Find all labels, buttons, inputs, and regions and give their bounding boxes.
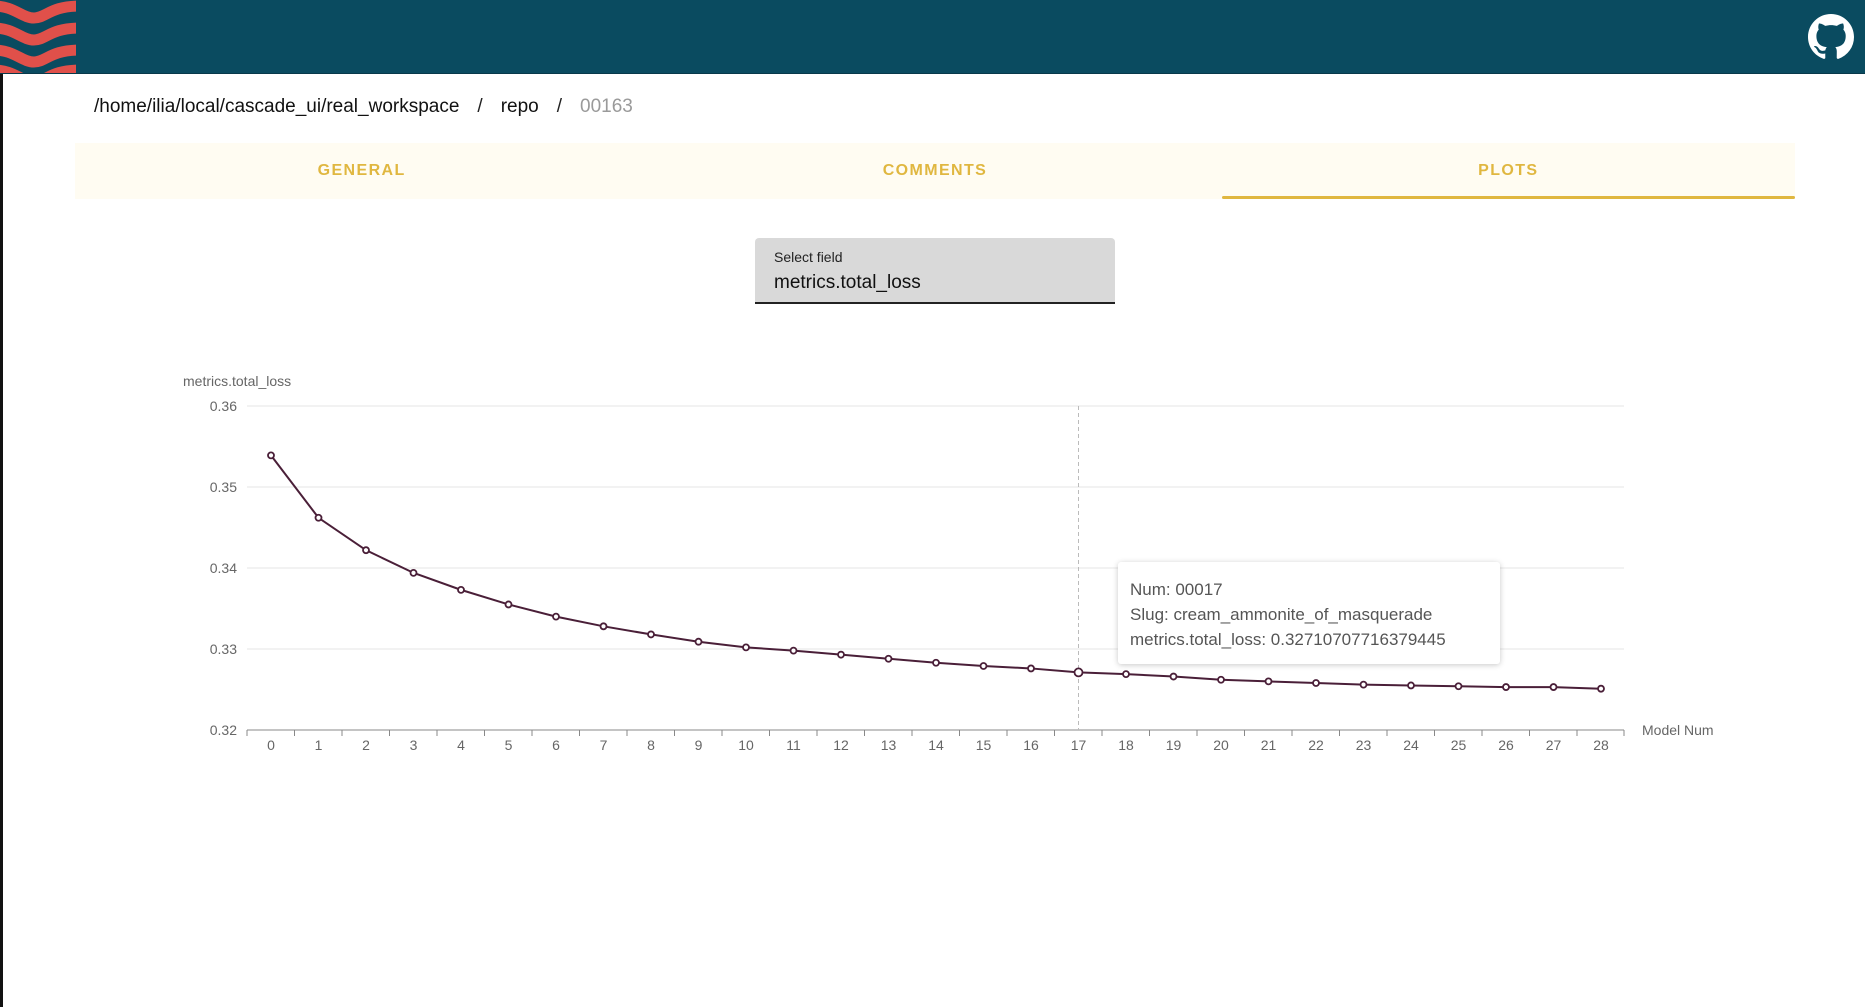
x-tick-label: 3 xyxy=(410,737,418,753)
data-point xyxy=(979,662,988,670)
data-point xyxy=(837,650,845,659)
data-point xyxy=(884,654,893,663)
data-point xyxy=(1407,681,1415,690)
x-tick-label: 0 xyxy=(267,737,275,753)
x-tick-label: 14 xyxy=(928,737,944,753)
x-tick-label: 18 xyxy=(1118,737,1134,753)
x-tick-label: 1 xyxy=(315,737,323,753)
x-tick-label: 13 xyxy=(881,737,897,753)
x-tick-label: 28 xyxy=(1593,737,1609,753)
x-tick-label: 25 xyxy=(1451,737,1467,753)
x-tick-label: 12 xyxy=(833,737,849,753)
data-point xyxy=(1122,670,1130,679)
x-tick-label: 4 xyxy=(457,737,465,753)
y-tick-label: 0.35 xyxy=(210,479,237,495)
tab-plots[interactable]: PLOTS xyxy=(1221,143,1796,199)
breadcrumb-separator: / xyxy=(556,96,563,117)
x-tick-label: 24 xyxy=(1403,737,1419,753)
x-tick-label: 23 xyxy=(1356,737,1372,753)
tab-general[interactable]: GENERAL xyxy=(317,162,406,179)
field-select-value: metrics.total_loss xyxy=(774,272,921,293)
data-point xyxy=(1073,667,1084,678)
data-point xyxy=(1502,683,1510,691)
breadcrumb-repo-link[interactable]: repo xyxy=(500,96,539,117)
x-tick-label: 17 xyxy=(1071,737,1087,753)
data-point xyxy=(457,585,465,594)
data-point xyxy=(742,643,750,652)
tab-bar: GENERAL COMMENTS PLOTS xyxy=(75,143,1796,199)
data-point xyxy=(789,646,798,655)
x-tick-label: 11 xyxy=(786,737,801,753)
y-tick-label: 0.33 xyxy=(210,641,237,657)
field-select[interactable]: Select field metrics.total_loss xyxy=(755,238,1115,304)
breadcrumb-current: 00163 xyxy=(580,96,633,117)
x-tick-label: 22 xyxy=(1308,737,1324,753)
x-tick-label: 26 xyxy=(1498,737,1514,753)
data-point xyxy=(1312,679,1320,687)
x-tick-label: 21 xyxy=(1261,737,1277,753)
data-point xyxy=(552,612,560,621)
x-tick-label: 7 xyxy=(600,737,608,753)
data-point xyxy=(267,451,275,460)
data-point xyxy=(694,637,703,646)
tooltip-num: Num: 00017 xyxy=(1130,580,1223,599)
breadcrumb: /home/ilia/local/cascade_ui/real_workspa… xyxy=(94,96,633,118)
data-point xyxy=(1169,672,1178,681)
breadcrumb-separator: / xyxy=(477,96,483,117)
x-tick-label: 15 xyxy=(976,737,992,753)
x-tick-label: 8 xyxy=(647,737,655,753)
x-tick-label: 2 xyxy=(362,737,370,753)
data-point xyxy=(409,568,418,577)
data-point xyxy=(1027,664,1035,673)
tab-comments[interactable]: COMMENTS xyxy=(882,162,988,179)
data-point xyxy=(1217,675,1225,684)
y-tick-label: 0.36 xyxy=(210,398,237,414)
x-tick-label: 10 xyxy=(738,737,754,753)
x-tick-label: 9 xyxy=(695,737,703,753)
data-point xyxy=(314,513,323,522)
data-point xyxy=(599,622,608,631)
breadcrumb-workspace-link[interactable]: /home/ilia/local/cascade_ui/real_workspa… xyxy=(94,96,460,117)
x-tick-label: 27 xyxy=(1546,737,1562,753)
data-point xyxy=(1264,677,1273,686)
x-tick-label: 19 xyxy=(1166,737,1182,753)
line-chart: 0.36 0.35 0.34 0.33 0.32 metrics.total_loss 0 1… xyxy=(183,373,1714,753)
field-select-label: Select field xyxy=(774,249,843,265)
tooltip-slug: Slug: cream_ammonite_of_masquerade xyxy=(1130,605,1433,624)
x-tick-label: 20 xyxy=(1213,737,1229,753)
data-point xyxy=(362,546,370,555)
top-app-bar xyxy=(0,0,1865,74)
data-point xyxy=(1359,680,1368,689)
github-icon[interactable] xyxy=(1808,14,1854,60)
x-tick-label: 16 xyxy=(1023,737,1039,753)
data-point xyxy=(1454,682,1463,691)
x-axis-label: Model Num xyxy=(1642,722,1714,738)
cascade-logo-icon[interactable] xyxy=(0,0,76,73)
data-point xyxy=(504,600,513,609)
tooltip-metric: metrics.total_loss: 0.32710707716379445 xyxy=(1130,630,1446,649)
data-point xyxy=(647,630,655,639)
y-tick-label: 0.32 xyxy=(210,722,237,738)
x-tick-label: 6 xyxy=(552,737,560,753)
chart-tooltip: Num: 00017 Slug: cream_ammonite_of_masqu… xyxy=(1118,562,1500,664)
data-point xyxy=(1597,684,1605,693)
data-point xyxy=(1549,683,1558,691)
y-axis-label: metrics.total_loss xyxy=(183,373,291,389)
x-tick-label: 5 xyxy=(505,737,513,753)
y-tick-label: 0.34 xyxy=(210,560,237,576)
data-point xyxy=(932,658,940,667)
